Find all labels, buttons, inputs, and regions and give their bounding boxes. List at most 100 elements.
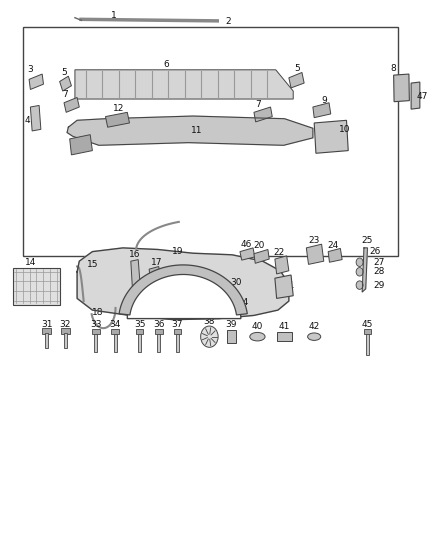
Text: 23: 23	[308, 237, 320, 246]
Polygon shape	[314, 120, 348, 154]
Text: 38: 38	[204, 317, 215, 326]
Bar	[13, 268, 60, 305]
Text: 16: 16	[129, 251, 141, 260]
Text: 4: 4	[25, 116, 31, 125]
Polygon shape	[240, 248, 255, 260]
Text: 9: 9	[322, 95, 328, 104]
Polygon shape	[75, 70, 293, 99]
Text: 10: 10	[339, 125, 350, 134]
Bar	[227, 330, 236, 343]
Polygon shape	[275, 256, 289, 274]
Polygon shape	[131, 260, 141, 290]
Polygon shape	[77, 248, 289, 320]
Text: 26: 26	[370, 247, 381, 256]
Polygon shape	[289, 72, 304, 88]
Text: 33: 33	[90, 320, 102, 329]
Bar	[45, 334, 48, 349]
Ellipse shape	[250, 333, 265, 341]
Circle shape	[356, 258, 363, 266]
Text: 40: 40	[252, 321, 263, 330]
Text: 41: 41	[279, 321, 290, 330]
Text: 7: 7	[255, 100, 261, 109]
Text: 46: 46	[240, 240, 252, 249]
Bar	[22, 27, 398, 256]
Polygon shape	[394, 74, 410, 102]
Text: 45: 45	[362, 320, 373, 329]
Text: 12: 12	[113, 103, 124, 112]
Text: 27: 27	[373, 258, 385, 266]
Polygon shape	[30, 106, 41, 131]
Text: 36: 36	[153, 320, 165, 329]
Bar	[64, 334, 67, 349]
Text: 8: 8	[390, 64, 396, 72]
Text: 37: 37	[172, 320, 183, 329]
Polygon shape	[306, 244, 324, 264]
Text: 31: 31	[41, 320, 52, 329]
Bar	[42, 328, 51, 334]
Text: 29: 29	[373, 280, 385, 289]
Text: 25: 25	[362, 237, 373, 246]
Text: 14: 14	[25, 259, 36, 267]
Polygon shape	[60, 76, 71, 91]
Text: 3: 3	[28, 66, 33, 74]
Text: 21: 21	[283, 281, 294, 290]
Text: 6: 6	[164, 60, 170, 69]
Bar	[155, 329, 162, 334]
Bar	[94, 334, 97, 352]
Polygon shape	[70, 135, 92, 155]
Bar	[113, 334, 117, 352]
Text: 11: 11	[191, 126, 203, 135]
Polygon shape	[127, 268, 241, 319]
Polygon shape	[411, 82, 420, 109]
Bar	[61, 328, 70, 334]
Polygon shape	[67, 116, 313, 146]
Circle shape	[356, 281, 363, 289]
Ellipse shape	[307, 333, 321, 341]
Text: 39: 39	[226, 320, 237, 329]
Circle shape	[356, 268, 363, 276]
Text: 5: 5	[295, 64, 300, 73]
Text: 17: 17	[151, 258, 163, 266]
Polygon shape	[313, 103, 331, 118]
Bar	[364, 329, 371, 334]
Bar	[157, 334, 160, 352]
Polygon shape	[254, 249, 269, 263]
Text: 1: 1	[111, 11, 117, 20]
Bar	[277, 333, 292, 341]
Bar	[92, 329, 100, 334]
Text: 15: 15	[87, 261, 98, 269]
Text: 44: 44	[237, 298, 249, 307]
Text: 34: 34	[110, 320, 121, 329]
Text: 35: 35	[134, 320, 145, 329]
Bar	[176, 334, 179, 352]
Polygon shape	[106, 112, 130, 127]
Circle shape	[201, 326, 218, 348]
Polygon shape	[328, 248, 342, 262]
Polygon shape	[275, 275, 293, 298]
Text: 18: 18	[92, 308, 103, 317]
Text: 42: 42	[308, 321, 320, 330]
Bar	[138, 334, 141, 352]
Polygon shape	[29, 74, 43, 90]
Polygon shape	[362, 248, 367, 292]
Text: 5: 5	[61, 68, 67, 77]
Text: 24: 24	[328, 241, 339, 250]
Text: 7: 7	[63, 90, 68, 99]
Text: 43: 43	[143, 295, 154, 304]
Polygon shape	[64, 98, 79, 112]
Text: 19: 19	[172, 247, 183, 256]
Text: 47: 47	[417, 92, 428, 101]
Text: 13: 13	[70, 141, 81, 150]
Polygon shape	[254, 107, 272, 122]
Bar	[111, 329, 119, 334]
Text: 32: 32	[60, 320, 71, 329]
Text: 20: 20	[254, 241, 265, 250]
Text: 22: 22	[274, 248, 285, 257]
Text: 30: 30	[231, 278, 242, 287]
Bar	[136, 329, 144, 334]
Polygon shape	[119, 265, 247, 315]
Text: 28: 28	[373, 268, 385, 276]
Bar	[173, 329, 181, 334]
Text: 2: 2	[225, 18, 230, 27]
Bar	[366, 334, 369, 356]
